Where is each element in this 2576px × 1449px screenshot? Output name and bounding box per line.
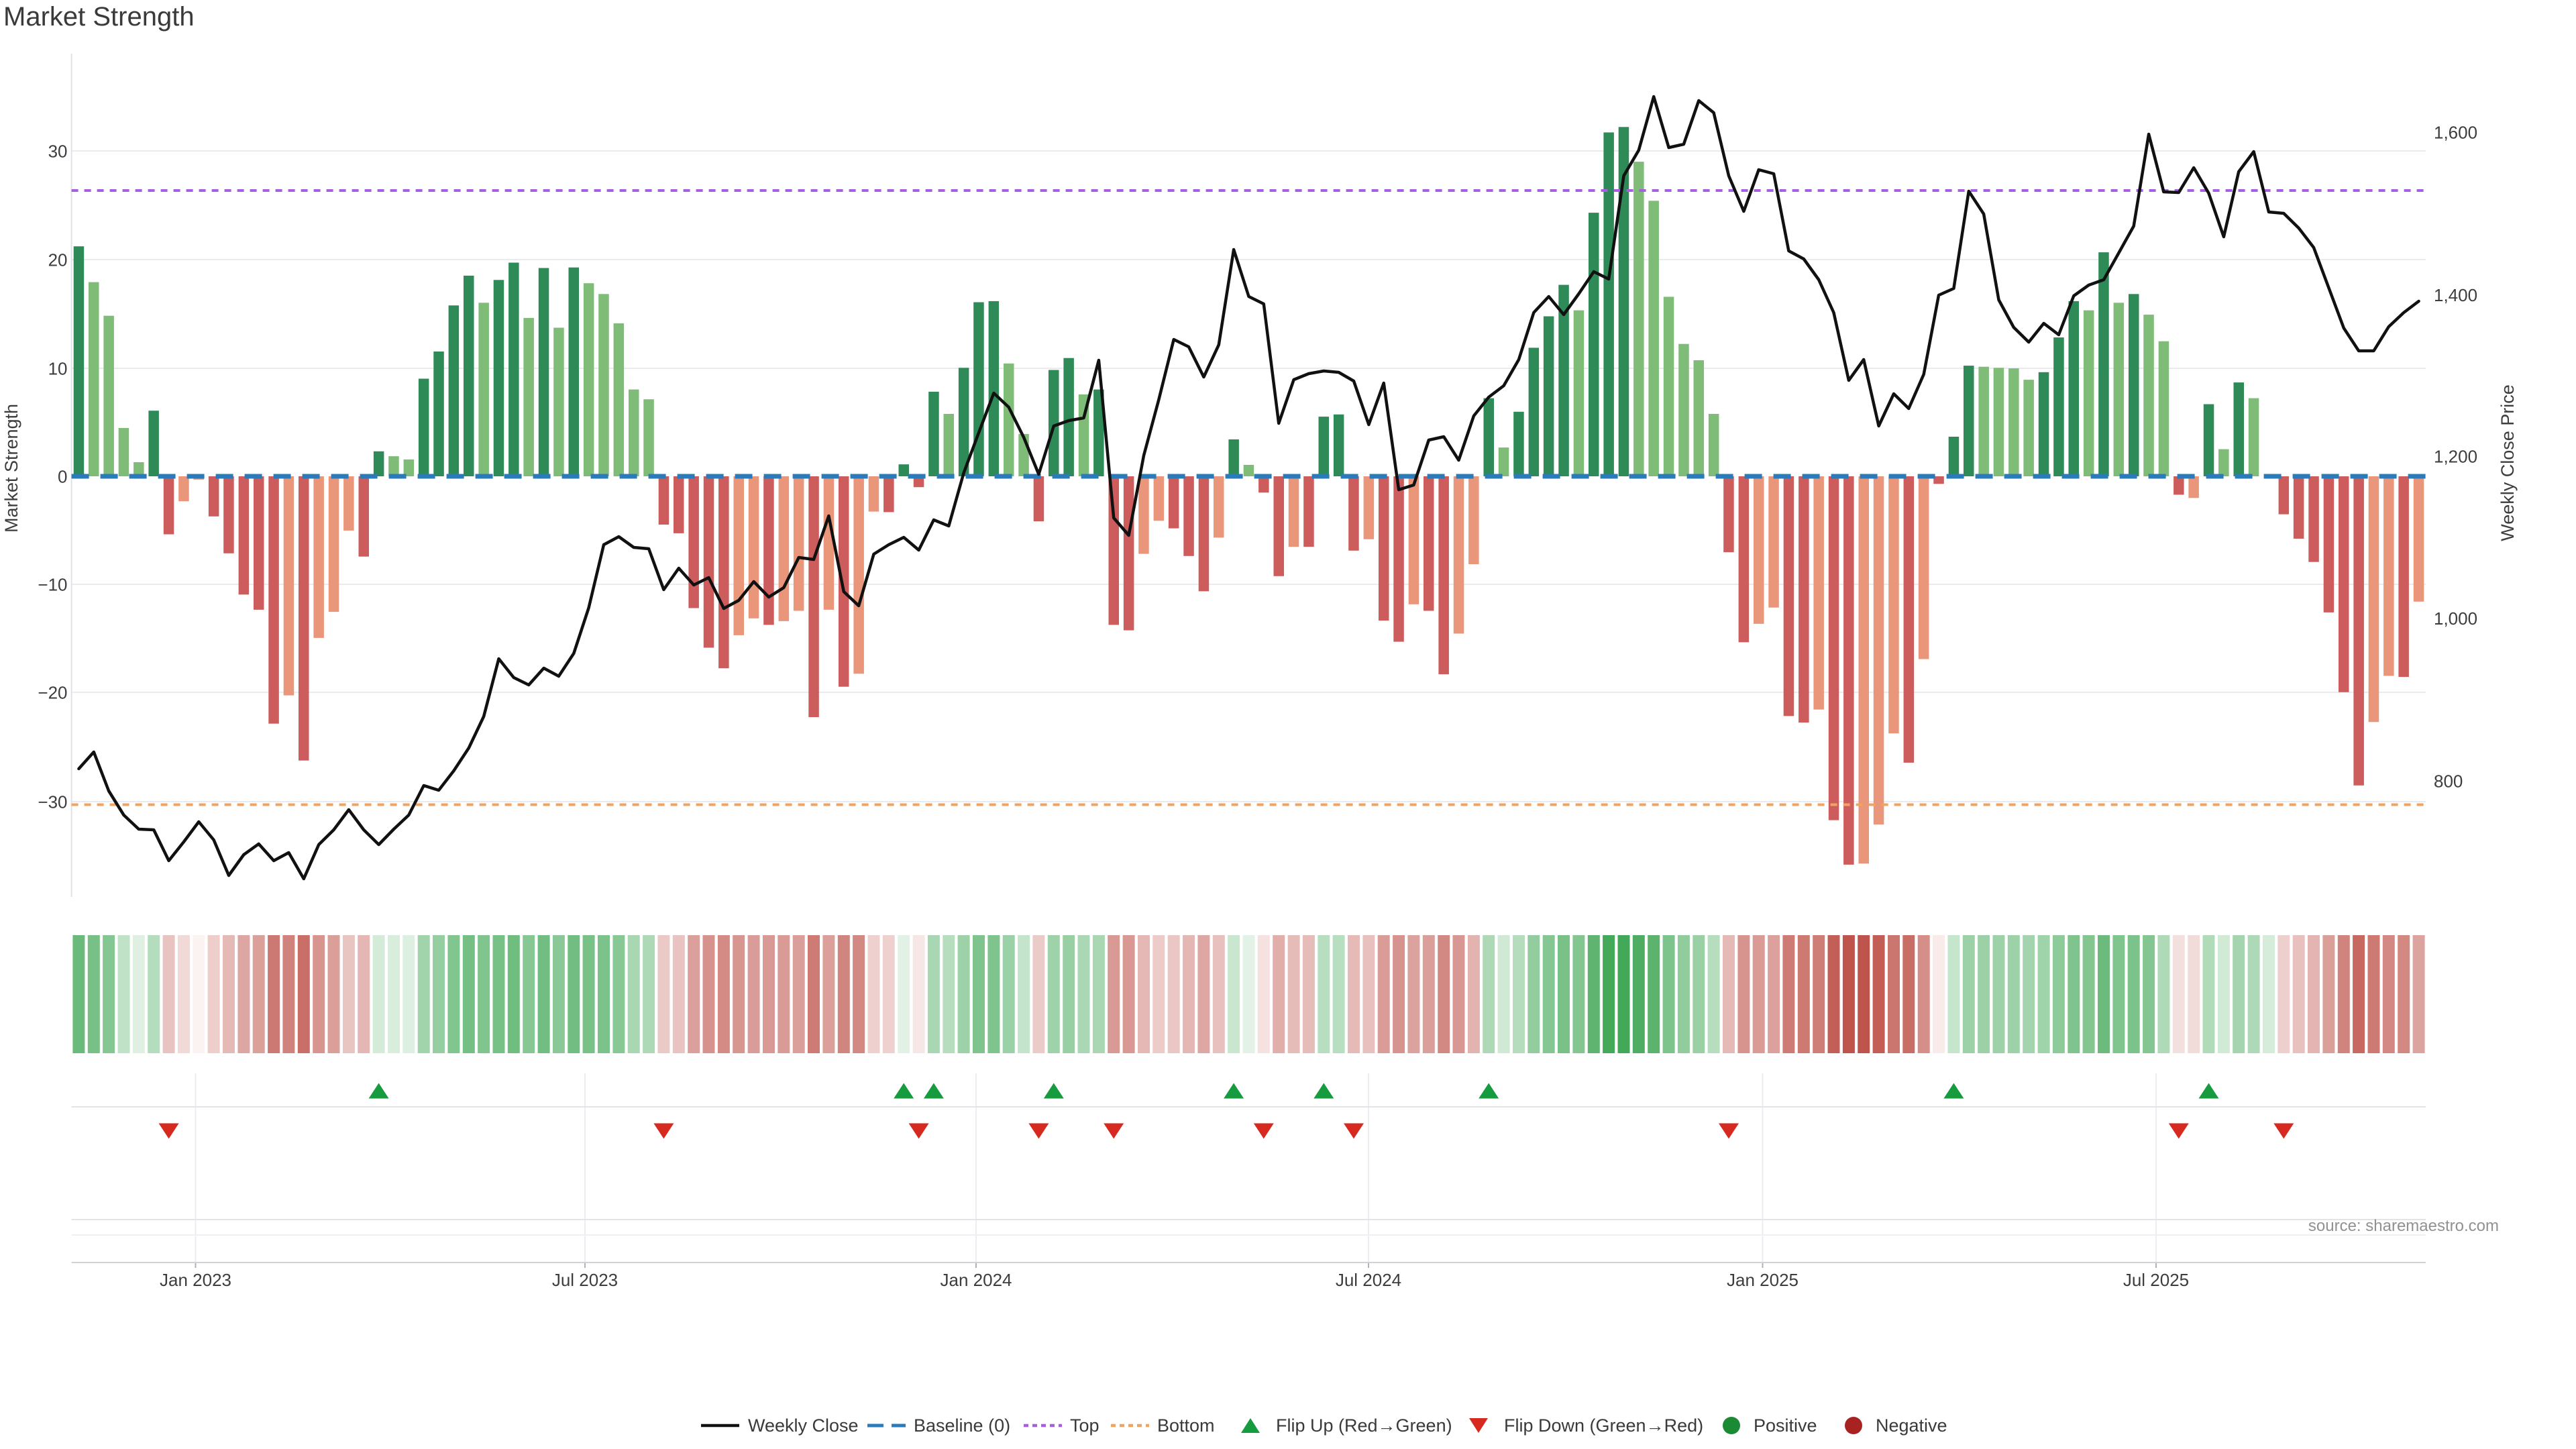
svg-text:1,600: 1,600: [2434, 123, 2477, 143]
svg-text:−10: −10: [38, 575, 67, 595]
svg-text:Top: Top: [1070, 1415, 1099, 1436]
svg-text:−20: −20: [38, 683, 67, 703]
svg-text:1,400: 1,400: [2434, 285, 2477, 305]
svg-text:Flip Up (Red→Green): Flip Up (Red→Green): [1276, 1415, 1452, 1436]
svg-text:800: 800: [2434, 771, 2463, 792]
svg-text:Jan 2024: Jan 2024: [941, 1270, 1012, 1290]
svg-text:Jul 2025: Jul 2025: [2123, 1270, 2189, 1290]
svg-text:Flip Down (Green→Red): Flip Down (Green→Red): [1504, 1415, 1703, 1436]
svg-text:Market Strength: Market Strength: [1, 404, 21, 533]
svg-text:30: 30: [48, 142, 68, 162]
svg-text:Jan 2025: Jan 2025: [1727, 1270, 1799, 1290]
svg-text:1,200: 1,200: [2434, 447, 2477, 467]
svg-text:Baseline (0): Baseline (0): [914, 1415, 1010, 1436]
svg-text:Weekly Close: Weekly Close: [748, 1415, 859, 1436]
svg-text:10: 10: [48, 359, 68, 379]
svg-text:0: 0: [58, 467, 67, 487]
svg-text:Positive: Positive: [1754, 1415, 1817, 1436]
svg-text:−30: −30: [38, 792, 67, 812]
svg-text:Jul 2024: Jul 2024: [1336, 1270, 1401, 1290]
svg-text:Market Strength: Market Strength: [3, 2, 195, 32]
svg-text:Jan 2023: Jan 2023: [160, 1270, 231, 1290]
svg-text:source: sharemaestro.com: source: sharemaestro.com: [2308, 1217, 2499, 1235]
svg-text:20: 20: [48, 250, 68, 270]
svg-text:Weekly Close Price: Weekly Close Price: [2498, 384, 2518, 541]
svg-text:Jul 2023: Jul 2023: [552, 1270, 618, 1290]
svg-text:1,000: 1,000: [2434, 608, 2477, 629]
svg-text:Negative: Negative: [1876, 1415, 1947, 1436]
svg-text:Bottom: Bottom: [1157, 1415, 1215, 1436]
